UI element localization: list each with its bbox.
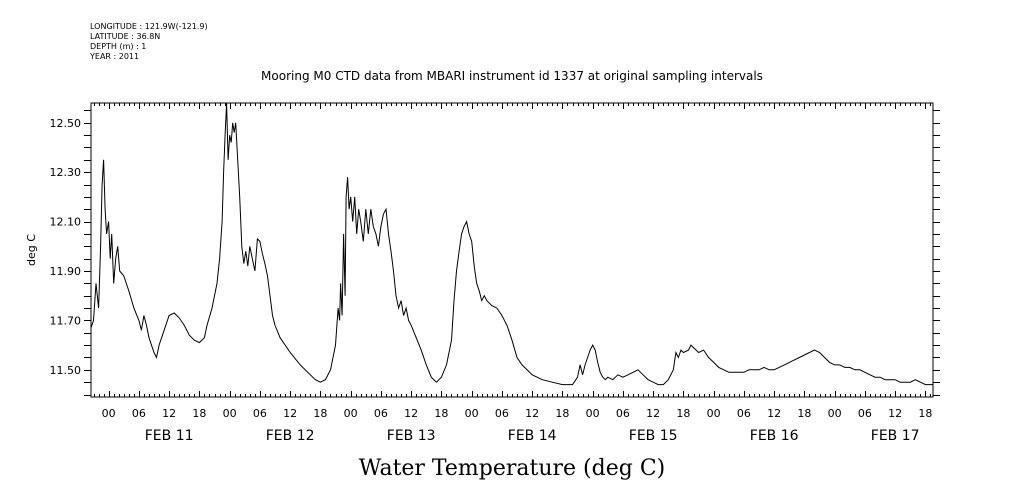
x-tick-label: 06 — [132, 407, 146, 420]
x-tick-label: 00 — [586, 407, 600, 420]
x-tick-label: 06 — [495, 407, 509, 420]
x-tick-label: 18 — [555, 407, 569, 420]
x-tick-label: 00 — [344, 407, 358, 420]
y-axis-label: deg C — [25, 234, 38, 266]
x-tick-label: 18 — [676, 407, 690, 420]
x-tick-label: 06 — [374, 407, 388, 420]
x-tick-label: 06 — [616, 407, 630, 420]
y-tick-label: 11.50 — [50, 364, 82, 377]
day-label: FEB 15 — [629, 428, 678, 444]
y-tick-label: 11.90 — [50, 265, 82, 278]
x-tick-label: 06 — [858, 407, 872, 420]
x-tick-label: 12 — [162, 407, 176, 420]
series-line — [90, 102, 933, 386]
day-label: FEB 14 — [508, 428, 557, 444]
year-text: YEAR : 2011 — [90, 52, 140, 61]
y-tick-label: 11.70 — [50, 314, 82, 327]
y-tick-label: 12.50 — [50, 117, 82, 130]
chart-title: Mooring M0 CTD data from MBARI instrumen… — [261, 69, 763, 83]
day-label: FEB 13 — [387, 428, 436, 444]
x-tick-label: 00 — [707, 407, 721, 420]
x-tick-label: 12 — [404, 407, 418, 420]
x-tick-label: 00 — [828, 407, 842, 420]
day-labels: FEB 11 FEB 12 FEB 13 FEB 14 FEB 15 FEB 16 FEB … — [145, 428, 920, 444]
x-tick-label: 12 — [525, 407, 539, 420]
x-tick-label: 18 — [192, 407, 206, 420]
x-tick-label: 18 — [313, 407, 327, 420]
day-label: FEB 11 — [145, 428, 194, 444]
x-tick-label: 12 — [646, 407, 660, 420]
metadata-block: LONGITUDE : 121.9W(-121.9) LATITUDE : 36… — [90, 22, 208, 62]
day-label: FEB 16 — [750, 428, 799, 444]
x-tick-label: 00 — [465, 407, 479, 420]
x-tick-label: 06 — [737, 407, 751, 420]
y-tick-labels: 11.50 11.70 11.90 12.10 12.30 12.50 — [50, 117, 82, 377]
x-tick-label: 00 — [102, 407, 116, 420]
depth-text: DEPTH (m) : 1 — [90, 42, 147, 51]
y-tick-label: 12.10 — [50, 216, 82, 229]
x-tick-labels: 00 06 12 18 00 06 12 18 00 06 12 18 00 06 12 18 00 06 12 18… — [102, 407, 933, 420]
axis-ticks — [84, 103, 940, 397]
latitude-text: LATITUDE : 36.8N — [90, 32, 161, 41]
x-axis-label: Water Temperature (deg C) — [359, 456, 666, 481]
y-tick-label: 12.30 — [50, 166, 82, 179]
day-label: FEB 12 — [266, 428, 315, 444]
day-label: FEB 17 — [871, 428, 920, 444]
x-tick-label: 18 — [797, 407, 811, 420]
x-tick-label: 06 — [253, 407, 267, 420]
plot-frame — [90, 102, 934, 398]
x-tick-label: 12 — [283, 407, 297, 420]
longitude-text: LONGITUDE : 121.9W(-121.9) — [90, 22, 208, 31]
x-tick-label: 12 — [888, 407, 902, 420]
x-tick-label: 12 — [767, 407, 781, 420]
x-tick-label: 00 — [223, 407, 237, 420]
x-tick-label: 18 — [434, 407, 448, 420]
x-tick-label: 18 — [918, 407, 932, 420]
